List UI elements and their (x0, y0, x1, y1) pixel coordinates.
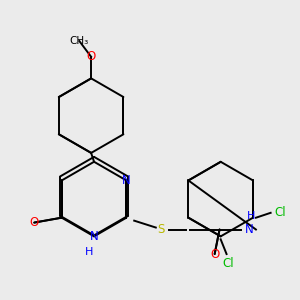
Text: H: H (85, 247, 93, 257)
Text: N: N (122, 174, 131, 187)
Text: CH₃: CH₃ (70, 36, 89, 46)
Text: O: O (210, 248, 219, 260)
Text: S: S (157, 223, 164, 236)
Text: O: O (86, 50, 96, 63)
Text: O: O (30, 216, 39, 229)
Text: N: N (90, 230, 98, 243)
Text: Cl: Cl (274, 206, 286, 219)
Text: H: H (247, 211, 255, 221)
Text: N: N (245, 223, 254, 236)
Text: Cl: Cl (223, 257, 234, 270)
